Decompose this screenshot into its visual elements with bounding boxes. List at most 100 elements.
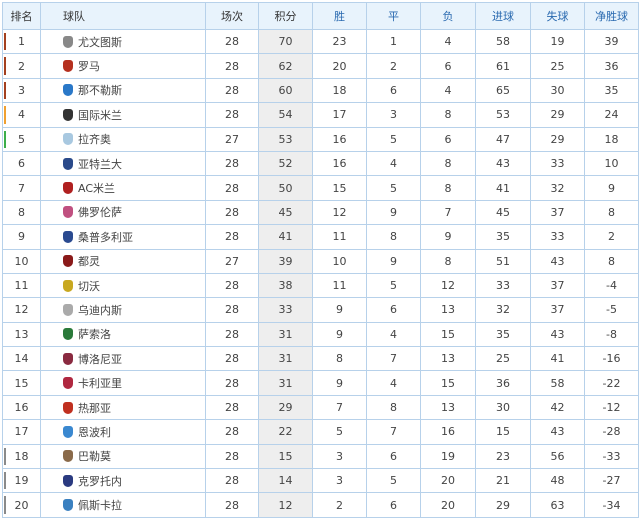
team-cell[interactable]: 克罗托内 <box>40 468 206 494</box>
points-cell: 31 <box>258 346 313 372</box>
header-goals-against[interactable]: 失球 <box>530 2 585 30</box>
header-wins[interactable]: 胜 <box>312 2 367 30</box>
team-cell[interactable]: 那不勒斯 <box>40 77 206 104</box>
rank: 4 <box>18 108 25 122</box>
header-losses[interactable]: 负 <box>420 2 476 30</box>
goals-for-cell: 53 <box>475 102 531 128</box>
team-cell[interactable]: 都灵 <box>40 248 206 274</box>
team-cell[interactable]: 罗马 <box>40 53 206 79</box>
header-rank[interactable]: 排名 <box>2 2 41 30</box>
wins-cell: 23 <box>312 28 367 55</box>
team-name[interactable]: 卡利亚里 <box>78 377 122 391</box>
team-name[interactable]: 那不勒斯 <box>78 84 122 98</box>
team-name[interactable]: 佛罗伦萨 <box>78 206 122 220</box>
losses-cell: 4 <box>420 28 476 55</box>
team-cell[interactable]: 尤文图斯 <box>40 28 206 55</box>
team-name[interactable]: 恩波利 <box>78 425 111 439</box>
table-row: 10 都灵 27 39 10 9 8 51 43 8 <box>2 248 639 274</box>
goals-against-cell: 41 <box>530 346 585 372</box>
team-cell[interactable]: 佛罗伦萨 <box>40 199 206 226</box>
goals-for-cell: 51 <box>475 248 531 274</box>
team-name[interactable]: 罗马 <box>78 60 100 74</box>
team-crest-icon <box>63 35 73 48</box>
wins-cell: 10 <box>312 248 367 274</box>
team-cell[interactable]: 萨索洛 <box>40 321 206 348</box>
header-goals-for[interactable]: 进球 <box>475 2 531 30</box>
team-name[interactable]: 热那亚 <box>78 401 111 415</box>
header-team[interactable]: 球队 <box>40 2 206 30</box>
team-name[interactable]: 亚特兰大 <box>78 157 122 171</box>
rank-cell: 17 <box>2 419 41 445</box>
zone-marker <box>4 496 6 514</box>
wins-cell: 3 <box>312 443 367 470</box>
team-name[interactable]: 萨索洛 <box>78 328 111 342</box>
team-name[interactable]: 博洛尼亚 <box>78 352 122 366</box>
team-cell[interactable]: 切沃 <box>40 272 206 299</box>
losses-cell: 8 <box>420 102 476 128</box>
table-row: 8 佛罗伦萨 28 45 12 9 7 45 37 8 <box>2 199 639 226</box>
rank-cell: 19 <box>2 468 41 494</box>
team-cell[interactable]: 巴勒莫 <box>40 443 206 470</box>
points-cell: 41 <box>258 224 313 250</box>
team-cell[interactable]: 亚特兰大 <box>40 150 206 177</box>
table-row: 9 桑普多利亚 28 41 11 8 9 35 33 2 <box>2 224 639 250</box>
team-cell[interactable]: 卡利亚里 <box>40 370 206 396</box>
zone-marker <box>4 472 6 490</box>
team-cell[interactable]: 国际米兰 <box>40 102 206 128</box>
draws-cell: 4 <box>366 370 421 396</box>
losses-cell: 13 <box>420 297 476 323</box>
played-cell: 28 <box>205 272 259 299</box>
team-cell[interactable]: 桑普多利亚 <box>40 224 206 250</box>
rank-cell: 4 <box>2 102 41 128</box>
team-cell[interactable]: 恩波利 <box>40 419 206 445</box>
team-name[interactable]: AC米兰 <box>78 182 116 196</box>
team-name[interactable]: 拉齐奥 <box>78 133 111 147</box>
goal-diff-cell: -8 <box>584 321 639 348</box>
header-played[interactable]: 场次 <box>205 2 259 30</box>
goals-for-cell: 15 <box>475 419 531 445</box>
goals-for-cell: 45 <box>475 199 531 226</box>
team-cell[interactable]: 博洛尼亚 <box>40 346 206 372</box>
header-draws[interactable]: 平 <box>366 2 421 30</box>
played-cell: 27 <box>205 126 259 152</box>
goals-against-cell: 42 <box>530 394 585 421</box>
points-cell: 15 <box>258 443 313 470</box>
team-name[interactable]: 都灵 <box>78 255 100 269</box>
team-cell[interactable]: 佩斯卡拉 <box>40 492 206 518</box>
rank: 10 <box>14 254 29 268</box>
rank: 1 <box>18 35 25 49</box>
team-cell[interactable]: 热那亚 <box>40 394 206 421</box>
rank: 14 <box>14 352 29 366</box>
goal-diff-cell: -22 <box>584 370 639 396</box>
team-name[interactable]: 佩斯卡拉 <box>78 499 122 513</box>
rank: 8 <box>18 205 25 219</box>
team-crest-icon <box>63 255 73 268</box>
played-cell: 27 <box>205 248 259 274</box>
losses-cell: 13 <box>420 346 476 372</box>
goals-against-cell: 43 <box>530 321 585 348</box>
team-cell[interactable]: 乌迪内斯 <box>40 297 206 323</box>
played-cell: 28 <box>205 199 259 226</box>
team-crest-icon <box>63 133 73 146</box>
team-name[interactable]: 桑普多利亚 <box>78 230 133 244</box>
header-goal-diff[interactable]: 净胜球 <box>584 2 639 30</box>
team-name[interactable]: 克罗托内 <box>78 474 122 488</box>
goal-diff-cell: -27 <box>584 468 639 494</box>
wins-cell: 7 <box>312 394 367 421</box>
draws-cell: 6 <box>366 77 421 104</box>
team-cell[interactable]: 拉齐奥 <box>40 126 206 152</box>
team-cell[interactable]: AC米兰 <box>40 175 206 201</box>
team-name[interactable]: 尤文图斯 <box>78 35 122 49</box>
team-name[interactable]: 国际米兰 <box>78 108 122 122</box>
team-name[interactable]: 乌迪内斯 <box>78 303 122 317</box>
rank: 12 <box>14 303 29 317</box>
team-name[interactable]: 巴勒莫 <box>78 450 111 464</box>
rank: 9 <box>18 230 25 244</box>
goal-diff-cell: -34 <box>584 492 639 518</box>
header-points[interactable]: 积分 <box>258 2 313 30</box>
goals-for-cell: 47 <box>475 126 531 152</box>
rank: 5 <box>18 132 25 146</box>
team-name[interactable]: 切沃 <box>78 279 100 293</box>
goals-for-cell: 29 <box>475 492 531 518</box>
team-crest-icon <box>63 157 73 170</box>
